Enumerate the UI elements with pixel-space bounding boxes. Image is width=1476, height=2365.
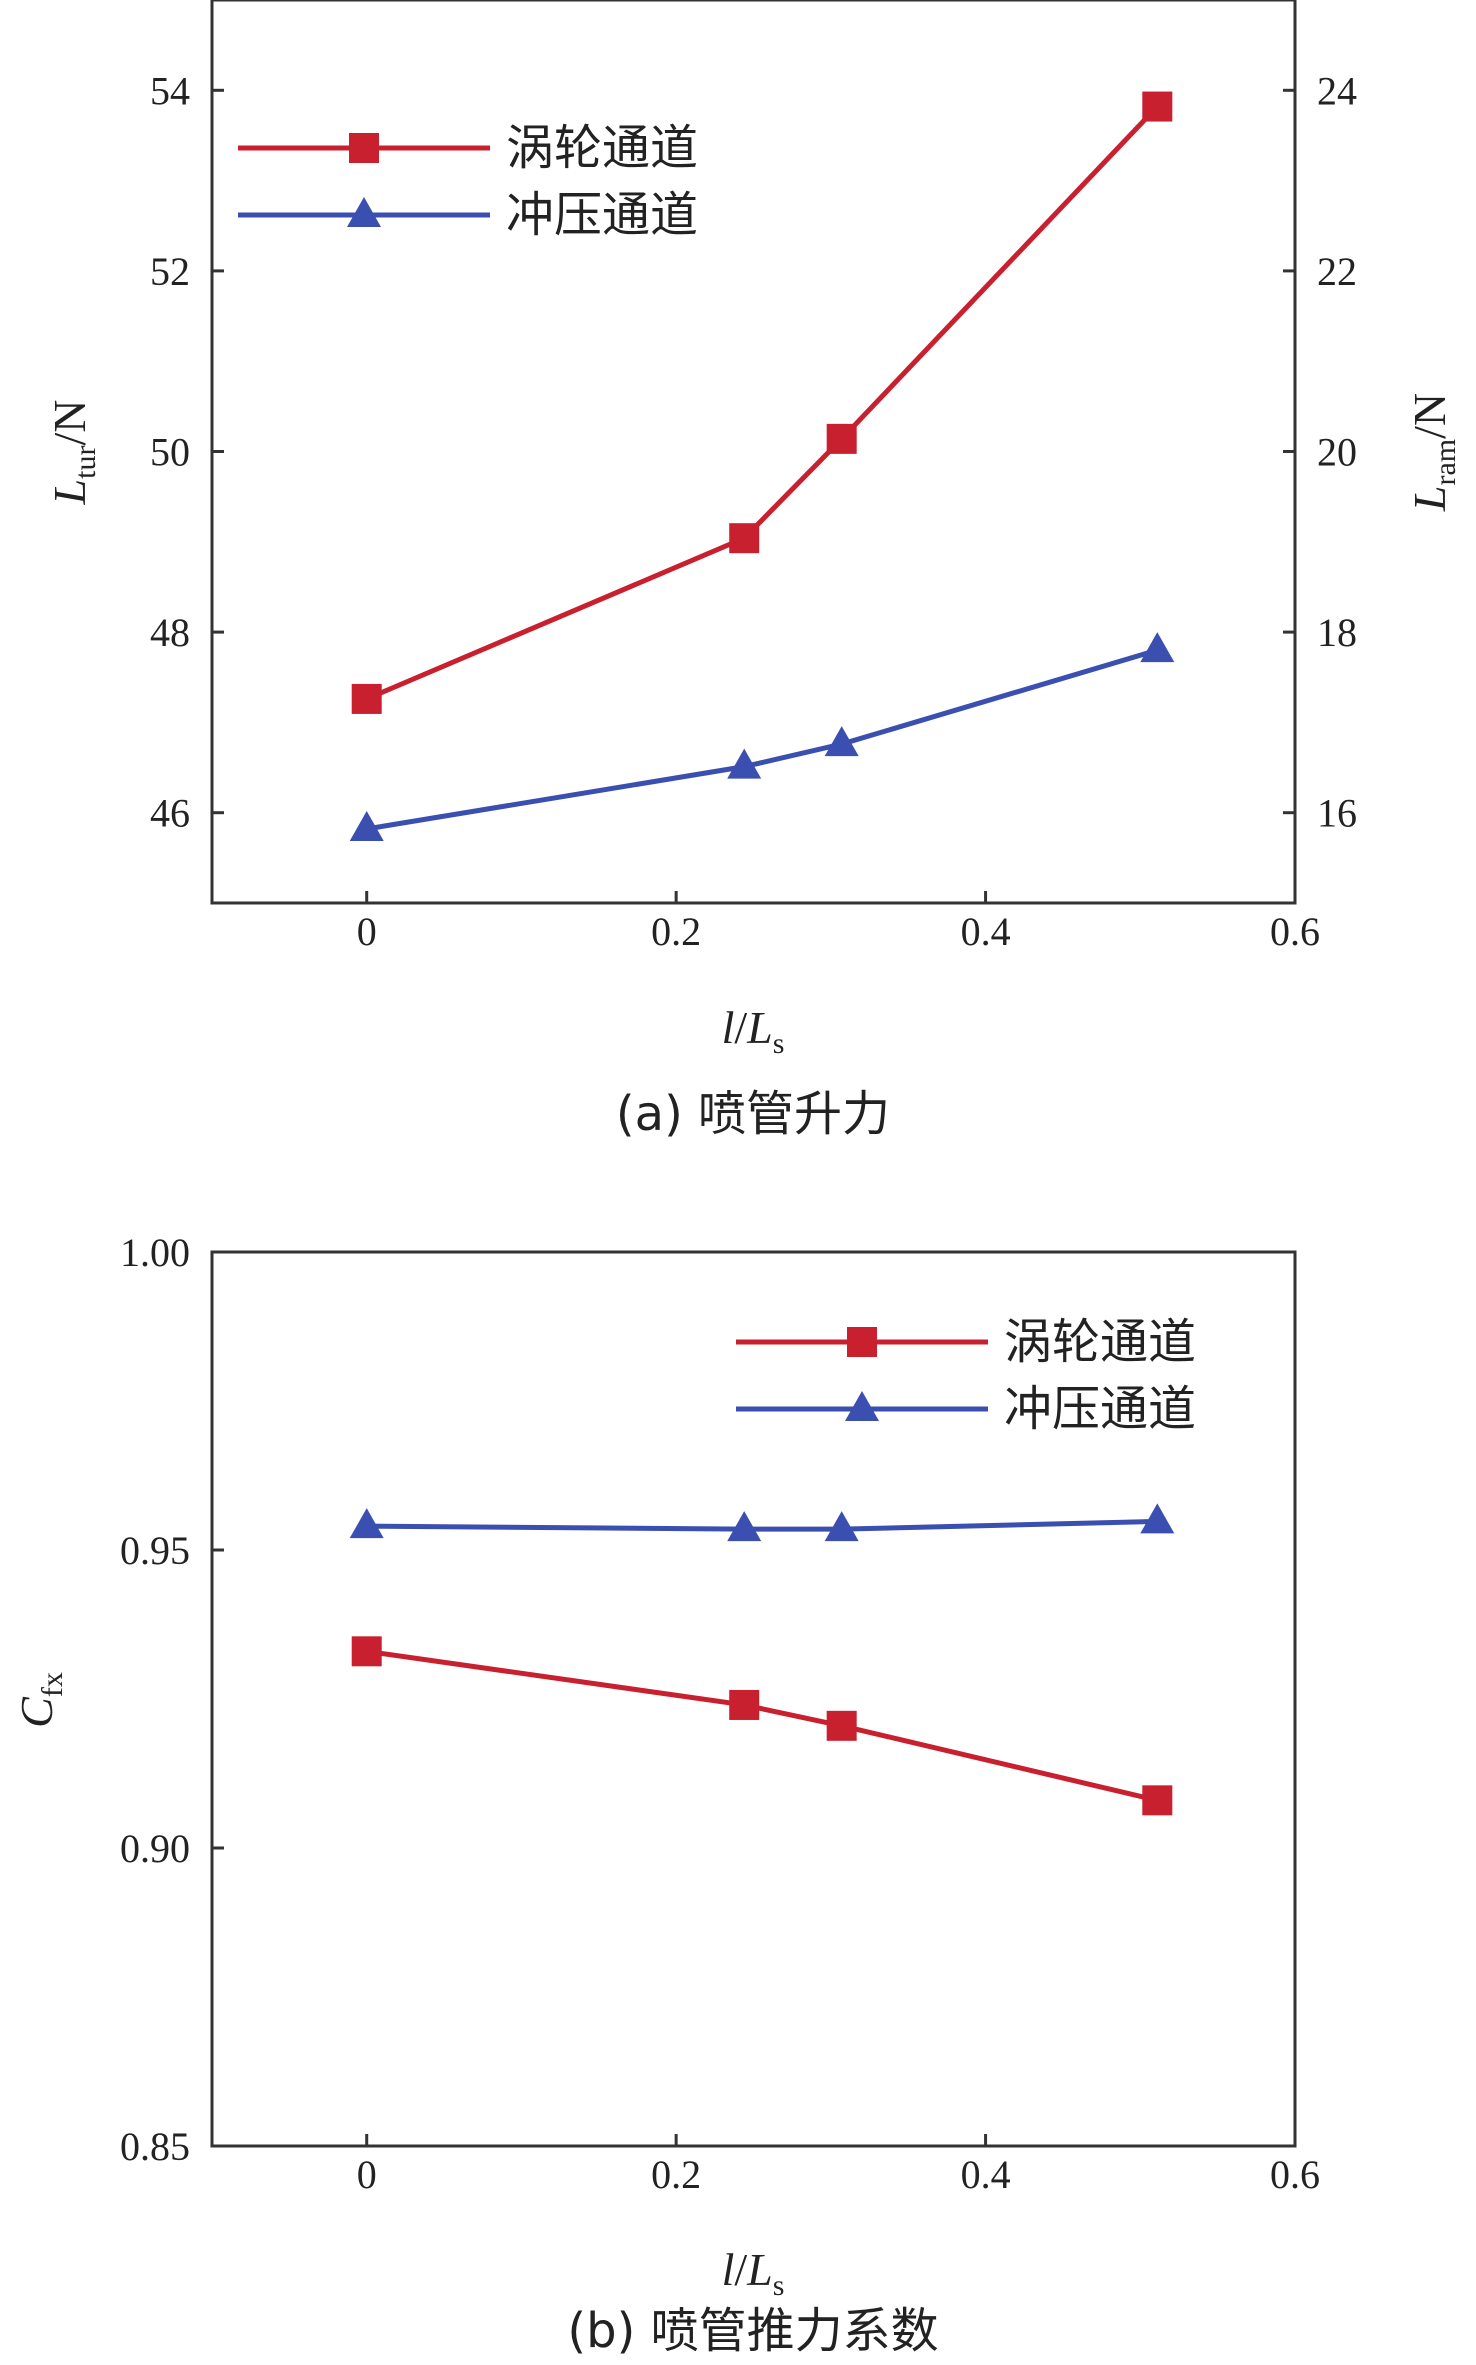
legend-marker	[347, 197, 381, 227]
y-tick-label: 54	[150, 68, 190, 113]
plot-frame	[210, 1250, 1297, 2148]
series-group	[349, 1503, 1175, 1816]
legend-marker	[349, 133, 379, 163]
data-point	[1142, 91, 1173, 122]
y2-tick-label: 22	[1317, 249, 1357, 294]
y-axis-ticks: 46 48 50 52 54	[150, 68, 224, 836]
data-point	[824, 726, 859, 757]
data-point	[1140, 1503, 1175, 1534]
chart-caption: (a) 喷管升力	[616, 1086, 890, 1142]
legend-label: 冲压通道	[1004, 1381, 1196, 1437]
legend-label: 冲压通道	[506, 187, 698, 243]
x-tick-label: 0.4	[961, 2152, 1011, 2197]
chart-caption: (b) 喷管推力系数	[567, 2303, 938, 2359]
data-point	[729, 1689, 760, 1720]
y-axis-ticks: 0.85 0.90 0.95 1.00	[120, 1230, 224, 2169]
data-point	[349, 1508, 384, 1539]
x-axis-label: l/Ls	[722, 2244, 785, 2302]
y2-tick-label: 18	[1317, 610, 1357, 655]
y2-axis-ticks: 16 18 20 22 24	[1283, 68, 1357, 836]
data-point	[826, 1710, 857, 1741]
series-line-2	[366, 1518, 1158, 1532]
data-point	[1140, 632, 1175, 663]
y-tick-label: 52	[150, 249, 190, 294]
legend-marker	[847, 1327, 877, 1357]
data-point	[824, 1511, 859, 1542]
y-tick-label: 0.85	[120, 2124, 190, 2169]
legend-label: 涡轮通道	[1004, 1314, 1196, 1370]
chart-a-lift: 0 0.2 0.4 0.6 46 48 50 52 54 16 18 20 22 24 涡轮通道冲压通…	[44, 0, 1462, 1142]
y-axis-label: Ltur/N	[44, 400, 102, 506]
y-tick-label: 50	[150, 430, 190, 475]
x-tick-label: 0	[357, 909, 377, 954]
data-point	[729, 523, 760, 554]
y-tick-label: 46	[150, 791, 190, 836]
y-tick-label: 0.95	[120, 1528, 190, 1573]
data-point	[727, 748, 762, 779]
y-tick-label: 1.00	[120, 1230, 190, 1275]
legend-marker	[845, 1391, 879, 1421]
data-point	[826, 423, 857, 454]
legend-label: 涡轮通道	[506, 120, 698, 176]
data-point	[351, 1636, 382, 1667]
data-point	[351, 683, 382, 714]
data-point	[1142, 1785, 1173, 1816]
x-tick-label: 0.4	[961, 909, 1011, 954]
y2-axis-label: Lram/N	[1404, 393, 1462, 512]
data-point	[349, 810, 384, 841]
x-axis-label: l/Ls	[722, 1002, 785, 1060]
x-tick-label: 0.2	[651, 2152, 701, 2197]
y-tick-label: 48	[150, 610, 190, 655]
y-axis-label: Cfx	[11, 1672, 69, 1728]
x-axis-ticks: 0 0.2 0.4 0.6	[357, 891, 1320, 954]
series-line-1	[365, 104, 1160, 702]
y2-tick-label: 16	[1317, 791, 1357, 836]
y-tick-label: 0.90	[120, 1826, 190, 1871]
y2-tick-label: 20	[1317, 430, 1357, 475]
x-tick-label: 0.2	[651, 909, 701, 954]
y2-tick-label: 24	[1317, 68, 1357, 113]
series-line-2	[366, 647, 1159, 832]
x-tick-label: 0.6	[1270, 909, 1320, 954]
x-tick-label: 0.6	[1270, 2152, 1320, 2197]
x-axis-ticks: 0 0.2 0.4 0.6	[357, 2134, 1320, 2197]
x-tick-label: 0	[357, 2152, 377, 2197]
data-point	[727, 1511, 762, 1542]
series-line-1	[366, 1648, 1158, 1803]
series-group	[349, 91, 1175, 841]
